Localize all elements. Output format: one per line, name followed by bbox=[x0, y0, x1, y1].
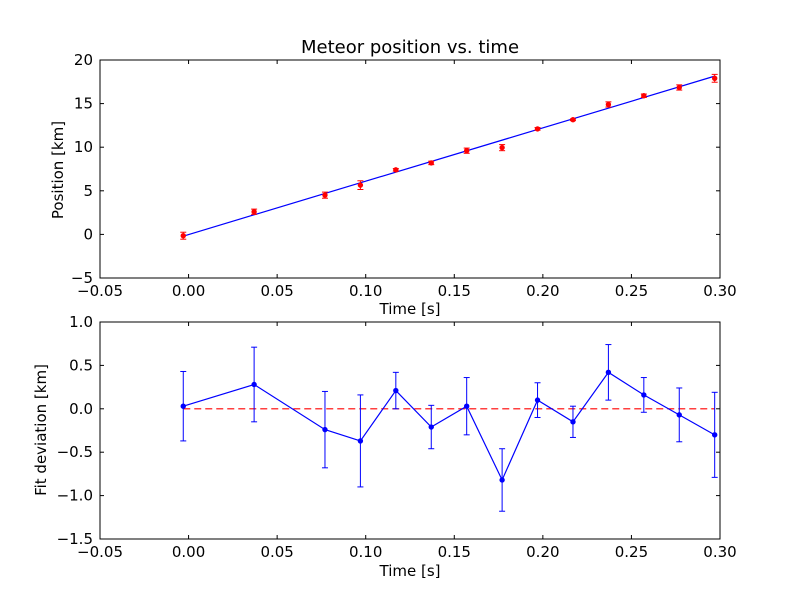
plot-data bbox=[180, 344, 718, 512]
chart-title: Meteor position vs. time bbox=[301, 37, 519, 58]
x-tick-label: 0.00 bbox=[172, 543, 205, 561]
y-axis-label: Position [km] bbox=[49, 121, 67, 219]
x-tick-label: 0.25 bbox=[615, 543, 648, 561]
data-point bbox=[357, 182, 364, 188]
y-tick-label: −5 bbox=[71, 269, 93, 287]
data-point bbox=[393, 387, 399, 394]
plot-area-deviation: −0.05 0.00 0.05 0.10 0.15 0.20 0.25 0.30 −1.5 −1.… bbox=[57, 313, 737, 561]
y-tick-label: 1.0 bbox=[69, 313, 93, 331]
data-point bbox=[499, 477, 505, 483]
y-tick-label: −0.5 bbox=[57, 443, 93, 461]
x-axis-label: Time [s] bbox=[379, 300, 441, 318]
plot-data bbox=[180, 73, 718, 240]
chart-position: Meteor position vs. time −0.05 0.00 0.05 0.… bbox=[49, 37, 737, 318]
x-tick-label: 0.10 bbox=[349, 543, 382, 561]
y-tick-label: 15 bbox=[74, 95, 93, 113]
data-point bbox=[251, 381, 257, 388]
y-axis-label: Fit deviation [km] bbox=[32, 364, 50, 496]
data-point bbox=[357, 438, 364, 444]
data-point bbox=[393, 167, 399, 173]
plot-frame bbox=[99, 59, 721, 279]
x-tick-label: 0.30 bbox=[703, 282, 736, 300]
data-point bbox=[570, 117, 576, 123]
plot-frame bbox=[99, 321, 721, 540]
data-point bbox=[428, 160, 434, 166]
data-point bbox=[605, 101, 612, 108]
y-tick-label: −1.5 bbox=[57, 530, 93, 548]
data-point bbox=[322, 426, 328, 433]
x-axis-label: Time [s] bbox=[379, 562, 441, 580]
data-point bbox=[251, 209, 257, 215]
data-point bbox=[428, 424, 434, 430]
data-point bbox=[570, 419, 576, 425]
data-point bbox=[605, 369, 612, 376]
x-tick-label: 0.05 bbox=[260, 543, 293, 561]
x-tick-label: 0.15 bbox=[438, 543, 471, 561]
x-tick-label: −0.05 bbox=[77, 543, 123, 561]
x-tick-label: 0.25 bbox=[615, 282, 648, 300]
x-tick-label: 0.05 bbox=[260, 282, 293, 300]
data-point bbox=[534, 397, 541, 403]
fit-line bbox=[183, 75, 715, 237]
y-tick-label: 0 bbox=[83, 225, 93, 243]
y-tick-label: 0.0 bbox=[69, 400, 93, 418]
x-tick-label: 0.20 bbox=[526, 543, 559, 561]
x-tick-label: 0.10 bbox=[349, 282, 382, 300]
data-point bbox=[180, 233, 186, 239]
data-point bbox=[463, 147, 470, 154]
data-point bbox=[180, 403, 186, 409]
y-tick-label: 0.5 bbox=[69, 356, 93, 374]
data-point bbox=[322, 192, 328, 198]
data-point bbox=[711, 75, 718, 82]
data-point bbox=[676, 412, 682, 418]
y-tick-label: 20 bbox=[74, 51, 93, 69]
data-point bbox=[499, 144, 505, 151]
x-tick-label: −0.05 bbox=[77, 282, 123, 300]
x-tick-label: 0.20 bbox=[526, 282, 559, 300]
y-tick-label: 5 bbox=[83, 182, 93, 200]
data-point bbox=[641, 392, 647, 398]
deviation-line bbox=[183, 371, 715, 482]
y-tick-label: 10 bbox=[74, 138, 93, 156]
x-tick-label: 0.00 bbox=[172, 282, 205, 300]
plot-area-position: −0.05 0.00 0.05 0.10 0.15 0.20 0.25 0.30 −5 0 5 10 1… bbox=[71, 51, 737, 300]
data-point bbox=[641, 93, 647, 99]
x-tick-label: 0.15 bbox=[438, 282, 471, 300]
data-point bbox=[676, 84, 682, 91]
y-tick-label: −1.0 bbox=[57, 487, 93, 505]
data-point bbox=[711, 432, 718, 438]
chart-fit-deviation: −0.05 0.00 0.05 0.10 0.15 0.20 0.25 0.30 −1.5 −1.… bbox=[32, 313, 737, 580]
x-tick-label: 0.30 bbox=[703, 543, 736, 561]
data-point bbox=[463, 403, 470, 409]
data-point bbox=[534, 126, 541, 132]
